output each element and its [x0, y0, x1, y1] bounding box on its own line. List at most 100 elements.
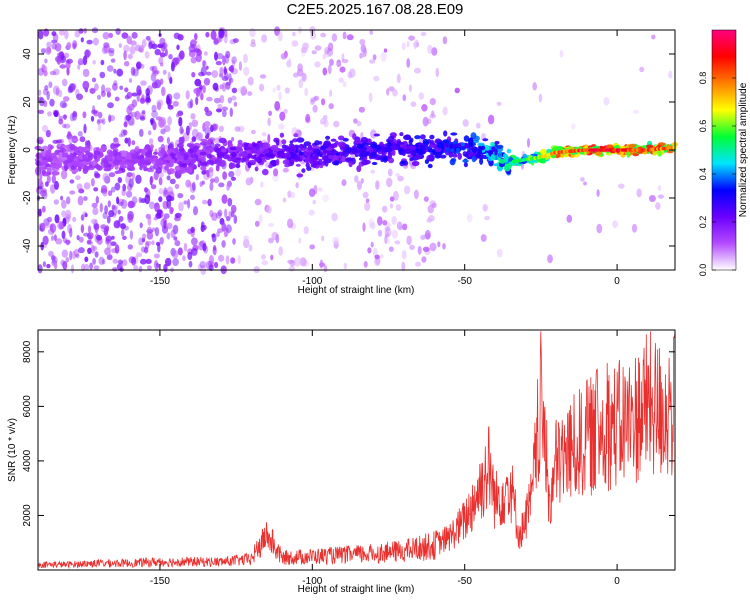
spectrogram-cell	[233, 214, 238, 224]
spectrogram-cell	[199, 141, 208, 146]
spectrogram-cell	[84, 49, 91, 58]
spectrogram-cell	[323, 140, 331, 147]
spectrogram-cell	[106, 240, 112, 250]
spectrogram-cell	[38, 89, 42, 96]
spectrogram-cell	[76, 183, 83, 191]
spectrogram-cell	[91, 109, 98, 115]
spectrogram-cell	[174, 149, 179, 153]
spectrogram-cell	[206, 96, 213, 102]
spectrogram-cell	[235, 168, 242, 177]
spectrogram-cell	[41, 188, 47, 193]
spectrogram-cell	[331, 212, 338, 222]
spectrogram-cell	[313, 184, 318, 195]
spectrogram-cell	[105, 238, 110, 245]
spectrogram-cell	[197, 133, 202, 140]
spectrogram-cell	[273, 168, 279, 177]
snr-panel: -150 -100 -50 0 2000 4000 6000 8000 Height of …	[7, 329, 676, 595]
spectrogram-cell	[181, 136, 185, 145]
spectrogram-cell	[42, 125, 48, 133]
spectrogram-cell	[336, 61, 342, 67]
spectrogram-cell	[136, 252, 143, 258]
spectrogram-cell	[532, 82, 537, 91]
spectrogram-cell	[340, 156, 347, 163]
spectrogram-cell	[493, 163, 500, 167]
spectrogram-cell	[251, 38, 256, 45]
spectrogram-cell	[169, 206, 174, 215]
spectrogram-cell	[140, 246, 146, 253]
spectrogram-cell	[354, 139, 362, 145]
spectrogram-cell	[72, 216, 77, 222]
spectrogram-cell	[52, 85, 60, 95]
spectrogram-cell	[410, 101, 417, 107]
spectrogram-cell	[66, 196, 71, 205]
spectrogram-cell	[208, 137, 216, 142]
spectrogram-cell	[92, 59, 97, 65]
spectrogram-cell	[61, 230, 66, 239]
spectrogram-cell	[91, 77, 97, 83]
spectrogram-cell	[78, 28, 84, 34]
spectrogram-cell	[322, 67, 328, 76]
spectrogram-cell	[107, 200, 112, 208]
spectrogram-cell	[210, 178, 215, 183]
spectrogram-cell	[442, 139, 450, 144]
spectrogram-cell	[264, 152, 273, 158]
spectrogram-cell	[201, 156, 207, 162]
spectrogram-cell	[78, 188, 85, 194]
spectrogram-cell	[162, 42, 168, 50]
spectrogram-cell	[93, 155, 98, 160]
spectrogram-cell	[212, 82, 219, 91]
spectrogram-cell	[246, 153, 253, 158]
spectrogram-cell	[396, 141, 405, 145]
spectrogram-cell	[77, 64, 81, 70]
spectrogram-cell	[172, 100, 179, 107]
spectrogram-cell	[44, 58, 48, 64]
spectrogram-cell	[229, 107, 233, 118]
spectrogram-cell	[174, 183, 180, 190]
spectrogram-cell	[43, 243, 47, 249]
spectrogram-cell	[356, 120, 362, 127]
spectrogram-cell	[188, 122, 192, 131]
spectrogram-cell	[113, 220, 121, 229]
spectrogram-cell	[260, 181, 264, 188]
spectrogram-cell	[89, 262, 93, 270]
spectrogram-cell	[234, 146, 243, 152]
spectrogram-cell	[159, 237, 164, 245]
spectrogram-cell	[219, 66, 224, 77]
spectrogram-cell	[116, 68, 124, 77]
spectrogram-cell	[373, 149, 378, 153]
spectrogram-cell	[417, 245, 422, 255]
spectrogram-cell	[205, 71, 212, 76]
spectrogram-cell	[272, 174, 279, 182]
spectrogram-cell	[106, 65, 114, 72]
spectrogram-cell	[101, 185, 108, 193]
spectrogram-cell	[102, 192, 108, 197]
spectrogram-cell	[382, 220, 388, 226]
spectrogram-cell	[368, 59, 376, 64]
spectrogram-cell	[232, 38, 239, 43]
spectrogram-cell	[41, 190, 48, 200]
spectrogram-cell	[363, 261, 368, 268]
spectrogram-cell	[166, 155, 172, 161]
spectrogram-cell	[94, 172, 100, 177]
spectrogram-cell	[139, 116, 146, 121]
spectrogram-cell	[171, 250, 179, 259]
spectrogram-cell	[335, 152, 341, 156]
spectrogram-cell	[84, 256, 89, 263]
spectrogram-cell	[41, 222, 45, 230]
spectrogram-cell	[49, 164, 57, 168]
spectrogram-cell	[130, 40, 137, 46]
spectrogram-cell	[497, 168, 503, 172]
spectrogram-cell	[55, 238, 63, 245]
spectrogram-cell	[98, 256, 105, 265]
spectrogram-cell	[482, 204, 488, 212]
spectrogram-cell	[156, 209, 163, 216]
spectrogram-cell	[182, 255, 186, 262]
snr-x-tick-label: 0	[614, 576, 620, 587]
spectrogram-cell	[203, 224, 207, 231]
spectrogram-cell	[429, 98, 436, 106]
spectrogram-cell	[379, 141, 384, 146]
spectrogram-cell	[115, 156, 123, 161]
spectrogram-cell	[303, 141, 312, 147]
spectrogram-cell	[435, 67, 439, 78]
spectrogram-cell	[83, 263, 90, 271]
